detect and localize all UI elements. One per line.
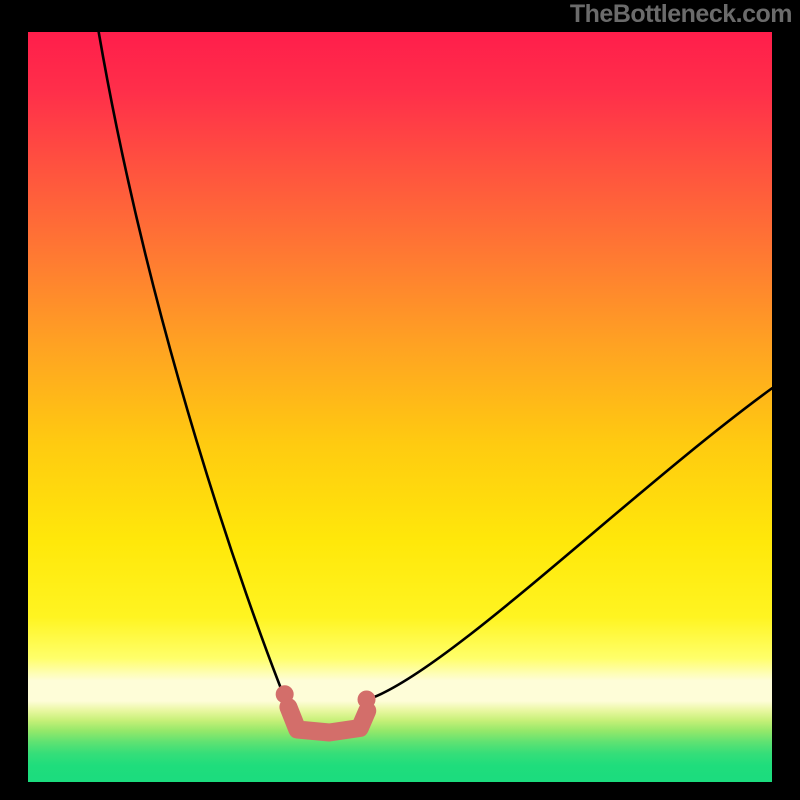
valley-marker-dot-left: [276, 685, 294, 703]
gradient-plot-area: [28, 32, 772, 782]
valley-marker-dot-right: [358, 691, 376, 709]
watermark-label: TheBottleneck.com: [570, 0, 792, 29]
